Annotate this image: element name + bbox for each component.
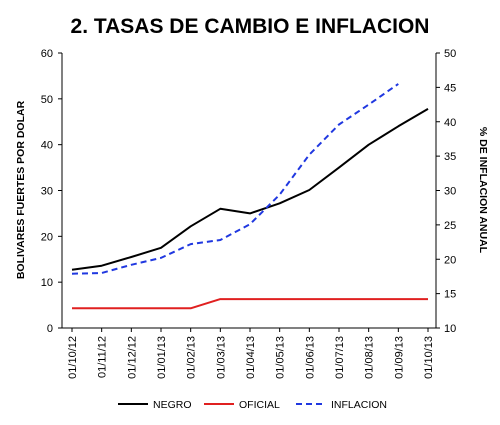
series-layer [71, 83, 429, 310]
right-y-tick-label: 50 [444, 48, 456, 60]
series-line-oficial [72, 298, 428, 310]
right-y-tick-label: 30 [444, 186, 456, 198]
legend-label-inflacion: INFLACION [331, 399, 387, 411]
left-y-tick-labels: 0 10 20 30 40 50 60 [41, 48, 62, 335]
left-y-tick-label: 40 [41, 140, 53, 152]
x-tick-label: 01/09/13 [393, 336, 405, 379]
right-axis-title: % DE INFLACION ANUAL [477, 127, 489, 254]
legend: NEGRO OFICIAL INFLACION [118, 399, 387, 411]
right-y-tick-label: 15 [444, 289, 456, 301]
x-tick-label: 01/11/12 [97, 336, 109, 378]
x-tick-label: 01/02/13 [186, 336, 198, 379]
left-y-tick-label: 10 [41, 277, 53, 289]
x-tick-label: 01/05/13 [275, 336, 287, 379]
right-y-tick-labels: 10 15 20 25 30 35 40 45 50 [436, 48, 456, 335]
left-y-tick-label: 50 [41, 94, 53, 106]
x-tick-label: 01/03/13 [215, 336, 227, 379]
right-y-tick-label: 25 [444, 220, 456, 232]
right-y-tick-label: 45 [444, 82, 456, 94]
chart-title: 2. TASAS DE CAMBIO E INFLACION [71, 15, 430, 38]
legend-label-oficial: OFICIAL [239, 399, 280, 411]
left-y-tick-label: 30 [41, 186, 53, 198]
right-y-tick-label: 35 [444, 151, 456, 163]
right-y-tick-label: 20 [444, 254, 456, 266]
x-tick-label: 01/08/13 [364, 336, 376, 379]
right-y-tick-label: 10 [444, 323, 456, 335]
x-tick-label: 01/04/13 [245, 336, 257, 379]
x-tick-label: 01/07/13 [334, 336, 346, 379]
left-axis-title: BOLIVARES FUERTES POR DOLAR [15, 100, 27, 279]
x-tick-labels: 01/10/12 01/11/12 01/12/12 01/01/13 01/02/13… [67, 328, 435, 379]
x-tick-label: 01/06/13 [304, 336, 316, 379]
x-tick-label: 01/10/12 [67, 336, 79, 379]
x-tick-label: 01/01/13 [156, 336, 168, 379]
series-line-negro [71, 108, 429, 271]
right-y-tick-label: 40 [444, 117, 456, 129]
left-y-tick-label: 20 [41, 231, 53, 243]
plot-area [61, 53, 437, 329]
series-line-inflacion [71, 83, 399, 275]
left-y-tick-label: 60 [41, 48, 53, 60]
left-y-tick-label: 0 [47, 323, 53, 335]
x-tick-label: 01/12/12 [126, 336, 138, 379]
x-tick-label: 01/10/13 [423, 336, 435, 379]
legend-label-negro: NEGRO [153, 399, 192, 411]
